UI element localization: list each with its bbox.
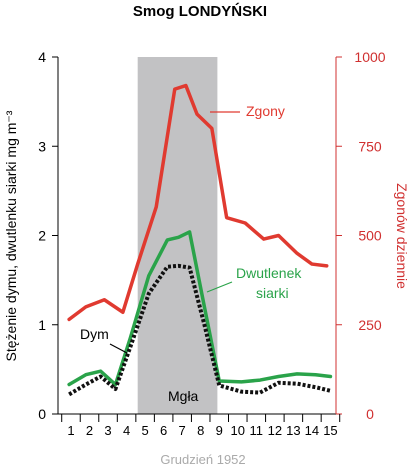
right-y-tick-label: 500 (358, 228, 382, 244)
x-tick-label: 4 (123, 423, 130, 438)
x-tick-label: 2 (86, 423, 93, 438)
label-zgony: Zgony (246, 103, 285, 119)
leader-dym (109, 343, 128, 354)
label-dwutlenek: Dwutlenek (236, 265, 302, 281)
series-line-dym (68, 263, 331, 397)
right-y-ticks: 0 250 500 750 1000 (336, 49, 386, 422)
x-tick-label: 8 (197, 423, 204, 438)
left-y-tick-label: 1 (38, 317, 46, 333)
chart-title: Smog LONDYŃSKI (133, 3, 267, 20)
x-tick-label: 11 (250, 423, 264, 438)
x-tick-label: 6 (160, 423, 167, 438)
fog-shaded-region (137, 57, 218, 414)
left-y-tick-label: 3 (38, 138, 46, 154)
x-tick-label: 14 (305, 423, 319, 438)
label-siarki: siarki (256, 285, 289, 301)
left-y-tick-label: 4 (38, 49, 46, 65)
label-dym: Dym (80, 326, 109, 342)
x-tick-label: 3 (104, 423, 111, 438)
x-tick-label: 5 (141, 423, 148, 438)
x-tick-label: 10 (231, 423, 245, 438)
x-tick-label: 12 (268, 423, 282, 438)
left-y-tick-label: 0 (38, 406, 46, 422)
label-mgla: Mgła (168, 388, 199, 404)
x-tick-label: 1 (67, 423, 74, 438)
right-y-tick-label: 0 (366, 406, 374, 422)
x-tick-label: 9 (216, 423, 223, 438)
right-y-tick-label: 250 (358, 317, 382, 333)
x-tick-label: 7 (179, 423, 186, 438)
x-tick-label: 15 (323, 423, 337, 438)
left-y-tick-label: 2 (38, 228, 46, 244)
left-y-ticks: 0 1 2 3 4 (38, 49, 58, 422)
x-axis-label: Grudzień 1952 (160, 452, 245, 467)
series-line-dwutlenek-siarki (67, 230, 333, 387)
left-axis-title: Stężenie dymu, dwutlenku siarki mg m⁻³ (3, 110, 19, 361)
x-ticks: 1 2 3 4 5 6 7 8 9 10 11 12 13 14 15 (61, 414, 341, 438)
series-layer (67, 83, 333, 397)
x-tick-label: 13 (286, 423, 300, 438)
right-y-tick-label: 1000 (354, 49, 385, 65)
series-line-zgony (67, 83, 329, 322)
right-axis-title: Zgonów dziennie (394, 183, 408, 289)
right-y-tick-label: 750 (358, 138, 382, 154)
leader-dwutlenek (206, 281, 233, 293)
